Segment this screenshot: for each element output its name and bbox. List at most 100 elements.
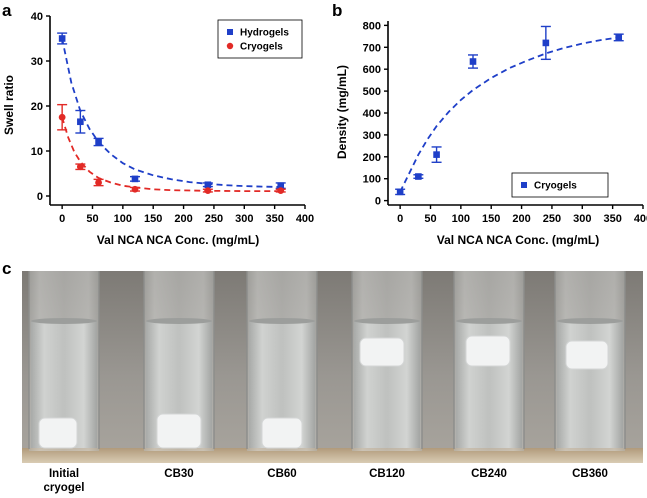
vial-meniscus	[249, 318, 315, 324]
data-point-cryogels	[57, 103, 68, 131]
y-tick-label: 0	[375, 196, 381, 208]
vial-6	[554, 271, 626, 451]
panel-letter-a: a	[2, 1, 12, 20]
panel-letter-b: b	[332, 1, 342, 20]
vial-5	[453, 271, 525, 451]
data-point-hydrogels	[57, 32, 68, 45]
cryogel-sample	[156, 413, 202, 449]
legend-label: Cryogels	[534, 181, 577, 192]
fit-line-cryogels	[61, 117, 281, 192]
y-tick-label: 40	[31, 11, 43, 23]
vial-label: CB60	[267, 468, 296, 480]
data-point-cryogels	[431, 146, 442, 163]
x-tick-label: 50	[424, 213, 436, 225]
vial-meniscus	[146, 318, 212, 324]
marker-square	[415, 173, 422, 180]
chart-a-legend: Hydrogels Cryogels	[217, 19, 303, 59]
x-tick-label: 0	[397, 213, 403, 225]
chart-a-ylabel: Swell ratio	[2, 75, 16, 135]
x-tick-label: 350	[265, 213, 283, 225]
data-point-cryogels	[395, 188, 406, 196]
marker-square	[277, 182, 285, 189]
marker-square	[95, 138, 102, 146]
x-tick-label: 400	[634, 213, 647, 225]
chart-a-swell-ratio: 0 50 100 150 200 250 300 350 400 0 10 20 30 40 Hydrog…	[2, 11, 314, 247]
x-tick-label: 300	[573, 213, 591, 225]
data-point-cryogels	[613, 33, 624, 42]
marker-square	[542, 39, 550, 47]
chart-b-xlabel: Val NCA NCA Conc. (mg/mL)	[437, 233, 599, 247]
fit-line-hydrogels	[61, 38, 281, 188]
chart-b-legend: Cryogels	[511, 172, 609, 198]
y-tick-label: 300	[363, 130, 381, 142]
legend-marker-circle	[226, 42, 234, 50]
marker-square	[433, 151, 440, 158]
x-tick-label: 100	[114, 213, 132, 225]
chart-b-fit-line	[399, 36, 619, 193]
x-tick-label: 50	[86, 213, 98, 225]
x-tick-label: 350	[603, 213, 621, 225]
photo-shelf	[22, 448, 643, 463]
panel-letter-c: c	[2, 259, 11, 278]
vial-1	[28, 271, 100, 451]
legend-label: Cryogels	[240, 42, 283, 53]
y-tick-label: 400	[363, 108, 381, 120]
data-point-cryogels	[93, 178, 104, 187]
marker-square	[469, 58, 477, 65]
legend-box	[511, 172, 609, 198]
data-point-cryogels	[130, 185, 140, 193]
x-tick-label: 250	[205, 213, 223, 225]
y-tick-label: 600	[363, 64, 381, 76]
marker-circle	[76, 163, 84, 171]
vial-meniscus	[557, 318, 623, 324]
cryogel-sample	[38, 417, 78, 449]
legend-box	[217, 19, 303, 59]
y-tick-label: 20	[31, 101, 43, 113]
chart-a-fit-lines	[61, 38, 281, 192]
y-tick-label: 100	[363, 174, 381, 186]
photo-background	[22, 271, 643, 463]
x-tick-label: 200	[174, 213, 192, 225]
fit-line-cryogels	[399, 36, 619, 193]
legend-marker-square	[521, 182, 527, 188]
vial-4	[351, 271, 423, 451]
x-tick-label: 250	[543, 213, 561, 225]
chart-b-ylabel: Density (mg/mL)	[335, 65, 349, 159]
cryogel-sample	[359, 337, 405, 367]
marker-square	[615, 34, 623, 41]
data-point-cryogels	[540, 25, 551, 61]
chart-b-axes: 0 50 100 150 200 250 300 350 400 0 100 200 300 400 500…	[363, 20, 647, 225]
chart-a-xlabel: Val NCA NCA Conc. (mg/mL)	[97, 233, 259, 247]
marker-square	[396, 188, 404, 196]
x-tick-label: 400	[296, 213, 314, 225]
legend-marker-square	[227, 29, 233, 35]
data-point-cryogels	[275, 187, 286, 195]
vial-label: CB360	[572, 468, 608, 480]
chart-b-data-points	[395, 25, 624, 196]
data-point-hydrogels	[75, 109, 86, 134]
y-tick-label: 700	[363, 42, 381, 54]
marker-circle	[204, 187, 212, 195]
vial-3	[246, 271, 318, 451]
data-point-hydrogels	[130, 175, 140, 183]
vial-label: CB240	[471, 468, 507, 480]
vial-label: Initial	[49, 468, 79, 480]
marker-square	[204, 181, 212, 189]
cryogel-sample	[261, 417, 303, 449]
vial-water	[557, 321, 623, 448]
marker-circle	[58, 113, 66, 121]
x-tick-label: 150	[144, 213, 162, 225]
cryogel-sample	[565, 340, 609, 370]
marker-circle	[131, 185, 139, 193]
marker-circle	[277, 187, 285, 195]
data-point-cryogels	[468, 54, 478, 69]
data-point-cryogels	[202, 187, 213, 195]
cryogel-sample	[465, 335, 511, 367]
y-tick-label: 0	[37, 191, 43, 203]
marker-square	[58, 35, 66, 42]
y-tick-label: 800	[363, 20, 381, 32]
vial-label: CB30	[164, 468, 193, 480]
vial-meniscus	[31, 318, 97, 324]
marker-square	[77, 118, 84, 126]
